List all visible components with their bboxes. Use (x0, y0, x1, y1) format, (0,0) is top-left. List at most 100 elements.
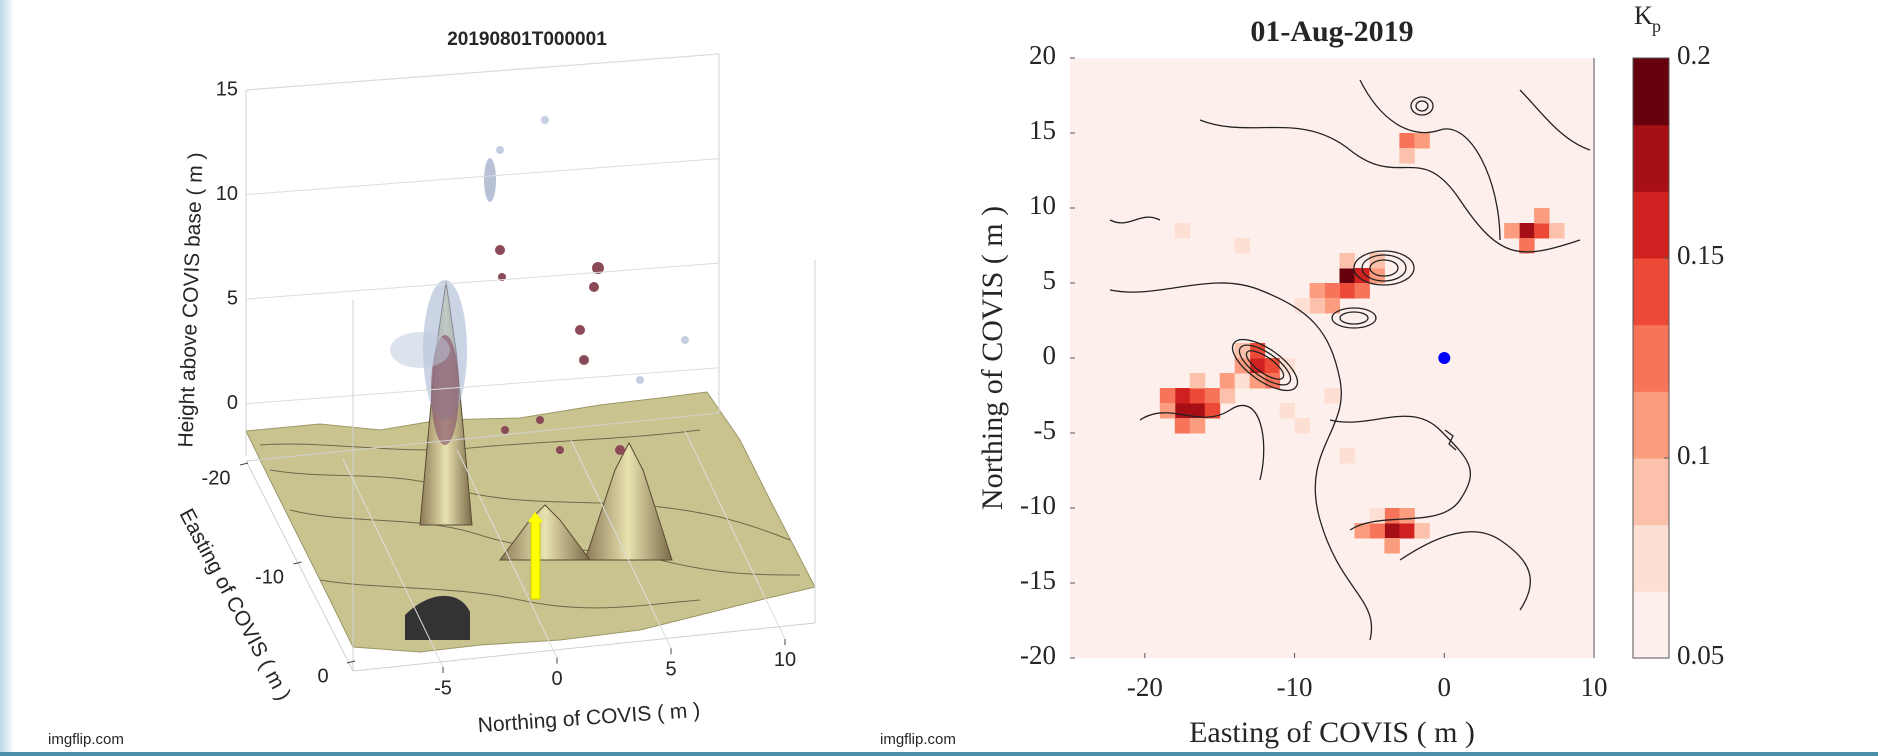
colorbar-label-sub: p (1652, 16, 1661, 36)
grid-line (245, 158, 720, 196)
tick-mark (239, 462, 249, 466)
heat-cell (1189, 418, 1206, 434)
heat-cell (1249, 343, 1266, 359)
heat-cell (1384, 538, 1400, 554)
heat-cell (1504, 223, 1520, 239)
colorbar-tick-label: 0.2 (1677, 40, 1711, 70)
watermark: imgflip.com (880, 731, 956, 748)
frame-edge (0, 0, 14, 756)
x-axis-label: Easting of COVIS ( m ) (1189, 716, 1475, 749)
colorbar-swatch (1633, 524, 1669, 592)
heat-cell (1234, 238, 1251, 254)
heat-cell (1159, 403, 1176, 419)
plot-area (1070, 58, 1594, 658)
heat-cell (1384, 523, 1400, 539)
heat-cell (1384, 508, 1400, 524)
colorbar-swatch (1633, 591, 1669, 659)
y-axis-label: Northing of COVIS ( m ) (477, 699, 701, 737)
colorbar-swatch (1633, 191, 1669, 259)
heat-cell (1399, 148, 1415, 164)
heat-cell (1399, 133, 1415, 149)
y-tick-label: 5 (1043, 265, 1057, 295)
grid-line (245, 262, 720, 300)
heat-cell (1324, 283, 1340, 299)
heat-cell (1294, 418, 1311, 434)
heat-cell (1339, 448, 1355, 464)
colorbar-tick-label: 0.1 (1677, 440, 1711, 470)
marker (1438, 352, 1451, 364)
grid-line (684, 430, 786, 640)
grid-line (456, 449, 558, 658)
heat-cell (1204, 388, 1221, 404)
x-tick-label: 0 (1438, 672, 1452, 702)
chart-title: 01-Aug-2019 (1250, 15, 1413, 48)
heat-cell (1414, 133, 1430, 149)
heat-cell (1369, 523, 1385, 539)
heat-cell (1339, 268, 1355, 284)
heat-cell (1189, 388, 1206, 404)
colorbar-swatch (1633, 124, 1669, 192)
heat-cell (1324, 298, 1340, 314)
heat-cell (1294, 298, 1311, 314)
heat-cell (1279, 403, 1296, 419)
y-tick-label: 0 (1043, 340, 1057, 370)
axis-box (352, 622, 816, 672)
y-tick-label: 0 (551, 668, 562, 690)
colorbar-swatch (1633, 258, 1669, 326)
x-tick-label: -20 (1127, 672, 1163, 702)
grid-line (245, 367, 720, 405)
heat-cell (1519, 223, 1535, 239)
surface-3d (245, 281, 816, 653)
x-tick-label: -10 (1277, 672, 1313, 702)
heat-cell (1534, 208, 1550, 224)
colorbar-label: K (1634, 1, 1653, 30)
colorbar-swatch (1633, 458, 1669, 526)
heat-cell (1399, 508, 1415, 524)
y-tick-label: 20 (1029, 40, 1056, 70)
z-tick-label: 0 (227, 392, 238, 414)
plume-3d (390, 116, 689, 455)
z-tick-label: 15 (216, 78, 238, 100)
x-tick-label: 10 (1581, 672, 1608, 702)
heat-cell (1534, 223, 1550, 239)
tick-mark (346, 660, 356, 664)
y-tick-label: -15 (1020, 565, 1056, 595)
y-tick-label: -10 (1020, 490, 1056, 520)
heat-cell (1309, 298, 1326, 314)
colorbar-tick-label: 0.15 (1677, 240, 1724, 270)
heat-cell (1174, 388, 1191, 404)
colorbar-swatch (1633, 391, 1669, 459)
colorbar-frame (1632, 57, 1670, 659)
heat-cell (1189, 373, 1206, 389)
x-axis-label: Easting of COVIS ( m ) (175, 505, 296, 704)
x-tick-label: 0 (317, 665, 328, 687)
heat-cell (1174, 223, 1191, 239)
heat-cell (1189, 403, 1206, 419)
heat-cell (1309, 283, 1326, 299)
heat-cell (1399, 523, 1415, 539)
colorbar-tick-label: 0.05 (1677, 640, 1724, 670)
heatmap (1070, 58, 1594, 658)
heat-cell (1354, 268, 1370, 284)
heat-cell (1519, 238, 1535, 254)
axis-box (245, 460, 354, 672)
grid-line (570, 440, 672, 649)
watermark: imgflip.com (48, 731, 124, 748)
heat-cell (1354, 283, 1370, 299)
x-tick-label: -10 (255, 566, 284, 588)
y-tick-label: -5 (1034, 415, 1057, 445)
y-tick-label: 10 (774, 649, 796, 671)
y-axis-label: Northing of COVIS ( m ) (976, 206, 1009, 510)
heat-cell (1279, 358, 1296, 374)
colorbar-swatch (1633, 324, 1669, 392)
z-tick-label: 5 (227, 287, 238, 309)
heat-cell (1339, 253, 1355, 269)
y-tick-label: 5 (665, 659, 676, 681)
heat-cell (1219, 373, 1236, 389)
z-tick-label: 10 (216, 183, 238, 205)
frame-bottom (0, 752, 1878, 756)
z-axis-label: Height above COVIS base ( m ) (174, 152, 207, 448)
heat-cell (1174, 403, 1191, 419)
y-tick-label: 15 (1029, 115, 1056, 145)
